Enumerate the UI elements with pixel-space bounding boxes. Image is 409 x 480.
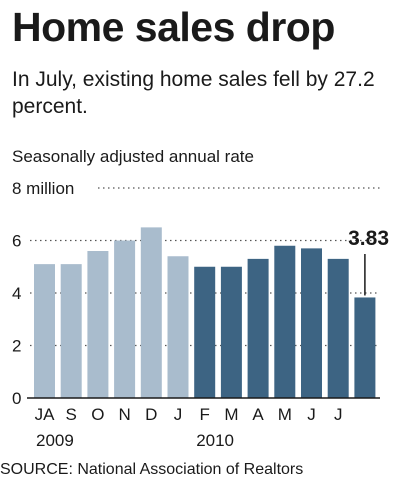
bar	[274, 245, 296, 398]
x-tick-label: F	[200, 405, 210, 424]
bar	[140, 227, 162, 398]
bar	[60, 264, 82, 398]
bar	[34, 264, 55, 398]
x-tick-label: M	[278, 405, 292, 424]
bars	[34, 227, 376, 398]
y-tick-label: 2	[12, 337, 21, 356]
bar	[220, 266, 242, 398]
year-label: 2010	[196, 431, 234, 450]
x-tick-label: J	[174, 405, 183, 424]
y-tick-label: 4	[12, 284, 21, 303]
chart-subtitle: In July, existing home sales fell by 27.…	[12, 68, 375, 118]
x-tick-label: J	[307, 405, 316, 424]
source-note: SOURCE: National Association of Realtors	[0, 461, 304, 478]
x-tick-label: M	[224, 405, 238, 424]
x-tick-label: J	[334, 405, 343, 424]
x-tick-label: O	[91, 405, 104, 424]
bar	[167, 256, 189, 398]
y-tick-label: 0	[12, 389, 21, 408]
bar	[247, 258, 269, 398]
x-tick-label: JA	[35, 405, 56, 424]
bar	[354, 297, 376, 398]
x-tick-label: N	[118, 405, 130, 424]
callout: 3.83	[348, 227, 389, 296]
chart-title: Home sales drop	[12, 4, 335, 50]
y-tick-label: 6	[12, 232, 21, 251]
bar	[301, 248, 322, 398]
x-tick-label: D	[145, 405, 157, 424]
bar	[194, 266, 216, 398]
y-tick-label: 8 million	[12, 179, 74, 198]
x-tick-label: A	[252, 405, 264, 424]
bar	[114, 240, 136, 398]
x-tick-label: S	[66, 405, 77, 424]
bar	[87, 251, 109, 398]
rate-label: Seasonally adjusted annual rate	[12, 147, 254, 166]
year-label: 2009	[36, 431, 74, 450]
y-axis-ticks: 0 2 4 6 8 million	[12, 179, 74, 408]
bar	[327, 258, 349, 398]
callout-label: 3.83	[348, 227, 389, 250]
